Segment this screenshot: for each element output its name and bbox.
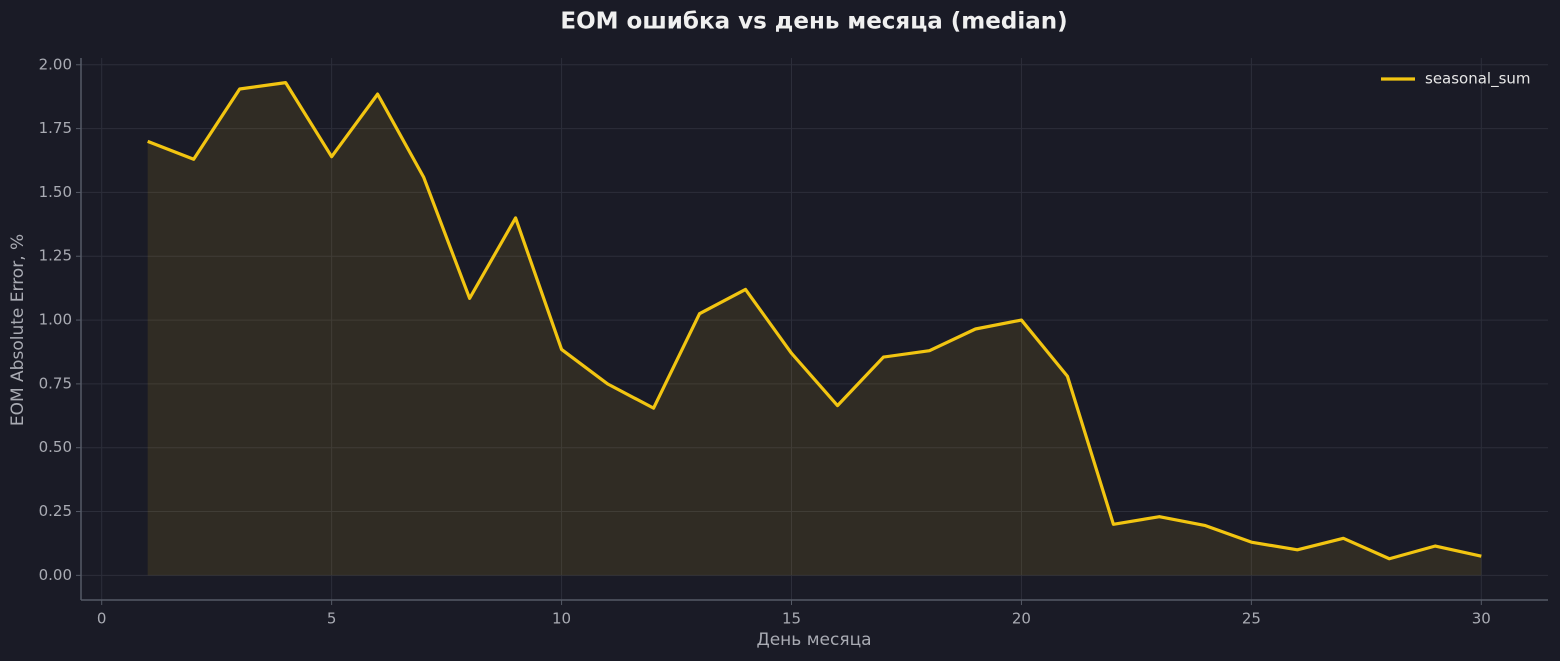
y-tick-label: 1.25: [39, 247, 72, 265]
y-tick-label: 0.50: [39, 438, 72, 456]
y-tick-label: 0.00: [39, 566, 72, 584]
x-tick-label: 30: [1472, 610, 1491, 628]
y-tick-label: 1.00: [39, 311, 72, 329]
y-tick-label: 2.00: [39, 55, 72, 73]
x-tick-label: 10: [552, 610, 571, 628]
x-tick-label: 20: [1012, 610, 1031, 628]
x-tick-label: 15: [782, 610, 801, 628]
y-tick-label: 0.25: [39, 502, 72, 520]
x-tick-label: 25: [1242, 610, 1261, 628]
y-tick-label: 0.75: [39, 374, 72, 392]
legend-label: seasonal_sum: [1425, 70, 1531, 89]
x-axis-label: День месяца: [756, 630, 871, 650]
area: [147, 82, 1482, 576]
line: [147, 81, 1482, 561]
x-tick-label: 0: [97, 610, 107, 628]
chart-title: EOM ошибка vs день месяца (median): [560, 9, 1067, 35]
y-tick-label: 1.75: [39, 119, 72, 137]
y-tick-label: 1.50: [39, 183, 72, 201]
x-tick-label: 5: [327, 610, 337, 628]
y-axis-label: EOM Absolute Error, %: [8, 234, 28, 426]
